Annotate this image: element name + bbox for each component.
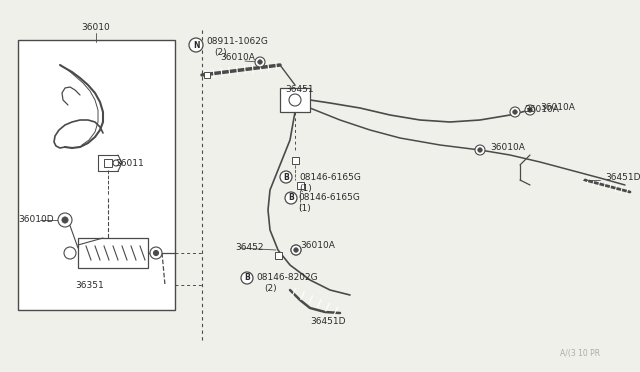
Text: 08146-6165G: 08146-6165G bbox=[299, 173, 361, 182]
Text: 08146-8202G: 08146-8202G bbox=[256, 273, 317, 282]
Bar bbox=[78, 238, 148, 268]
Text: 36452: 36452 bbox=[235, 244, 264, 253]
Bar bbox=[291, 157, 298, 164]
Text: 36010: 36010 bbox=[82, 23, 110, 32]
Circle shape bbox=[285, 192, 297, 204]
Text: 36010A: 36010A bbox=[540, 103, 575, 112]
Text: N: N bbox=[193, 41, 199, 49]
Text: 36010A: 36010A bbox=[524, 106, 559, 115]
Text: B: B bbox=[283, 173, 289, 182]
Circle shape bbox=[289, 94, 301, 106]
Bar bbox=[204, 72, 210, 78]
Bar bbox=[18, 40, 175, 310]
Text: A/(3 10 PR: A/(3 10 PR bbox=[560, 349, 600, 358]
Circle shape bbox=[513, 110, 517, 114]
Circle shape bbox=[64, 247, 76, 259]
Circle shape bbox=[291, 245, 301, 255]
Circle shape bbox=[62, 217, 68, 223]
Bar bbox=[104, 159, 112, 167]
Circle shape bbox=[291, 245, 301, 255]
Circle shape bbox=[510, 107, 520, 117]
Text: 08146-6165G: 08146-6165G bbox=[298, 193, 360, 202]
Circle shape bbox=[255, 57, 265, 67]
Text: 36010A: 36010A bbox=[300, 241, 335, 250]
Circle shape bbox=[241, 272, 253, 284]
Text: 36010A: 36010A bbox=[220, 54, 255, 62]
Bar bbox=[280, 88, 310, 112]
Bar bbox=[296, 182, 303, 189]
Circle shape bbox=[525, 105, 535, 115]
Text: (2): (2) bbox=[214, 48, 227, 57]
Text: 36011: 36011 bbox=[115, 158, 144, 167]
Circle shape bbox=[294, 248, 298, 252]
Text: (1): (1) bbox=[298, 205, 311, 214]
Text: (2): (2) bbox=[264, 285, 276, 294]
Text: 36451D: 36451D bbox=[605, 173, 640, 183]
Circle shape bbox=[475, 145, 485, 155]
Circle shape bbox=[189, 38, 203, 52]
Circle shape bbox=[150, 247, 162, 259]
Circle shape bbox=[258, 60, 262, 64]
Text: B: B bbox=[288, 193, 294, 202]
Circle shape bbox=[58, 213, 72, 227]
Circle shape bbox=[528, 108, 532, 112]
Circle shape bbox=[113, 160, 119, 166]
Text: 08911-1062G: 08911-1062G bbox=[206, 38, 268, 46]
Text: 36351: 36351 bbox=[75, 280, 104, 289]
Bar bbox=[275, 251, 282, 259]
Circle shape bbox=[477, 148, 483, 152]
Circle shape bbox=[280, 171, 292, 183]
Circle shape bbox=[154, 250, 159, 256]
Text: 36010D: 36010D bbox=[18, 215, 54, 224]
Circle shape bbox=[294, 248, 298, 252]
Text: 36451: 36451 bbox=[285, 86, 314, 94]
Text: 36451D: 36451D bbox=[310, 317, 346, 327]
Text: (1): (1) bbox=[299, 183, 312, 192]
Text: B: B bbox=[244, 273, 250, 282]
Text: 36010A: 36010A bbox=[490, 144, 525, 153]
